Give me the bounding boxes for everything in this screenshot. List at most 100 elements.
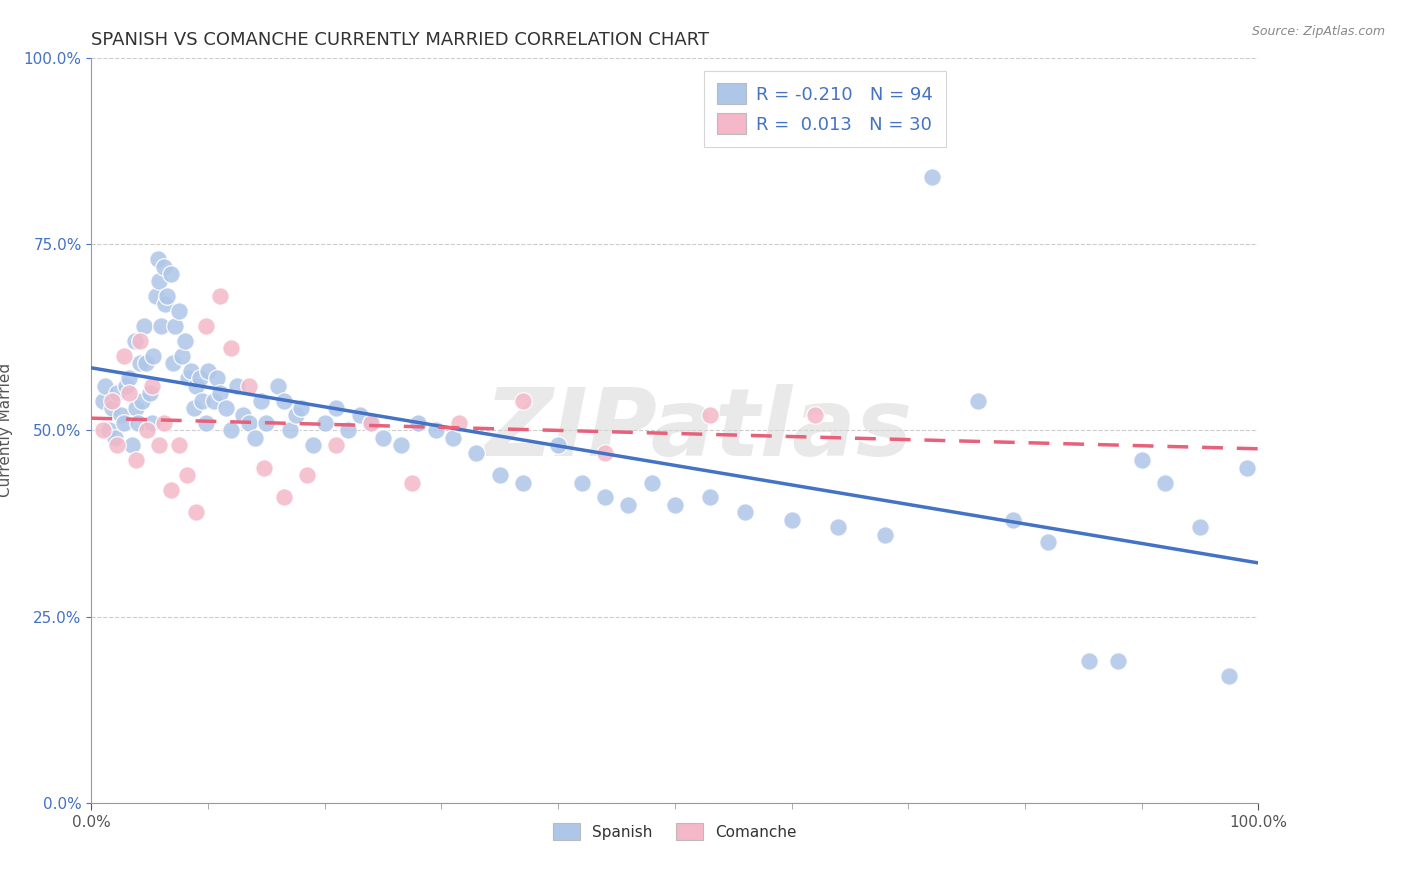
Point: [238, 416, 260, 430]
Point: [125, 401, 148, 415]
Point: [91, 423, 114, 437]
Point: [159, 483, 181, 497]
Point: [118, 371, 141, 385]
Point: [406, 416, 429, 430]
Point: [699, 409, 721, 423]
Point: [118, 386, 141, 401]
Point: [465, 446, 488, 460]
Point: [337, 423, 360, 437]
Point: [221, 342, 243, 356]
Point: [110, 409, 132, 423]
Point: [176, 468, 198, 483]
Point: [125, 453, 148, 467]
Point: [177, 371, 200, 385]
Point: [290, 401, 312, 415]
Point: [401, 475, 423, 490]
Point: [141, 416, 163, 430]
Point: [238, 378, 260, 392]
Point: [146, 252, 169, 266]
Point: [232, 409, 254, 423]
Point: [165, 319, 187, 334]
Point: [284, 409, 307, 423]
Point: [441, 431, 464, 445]
Point: [129, 334, 152, 348]
Point: [640, 475, 662, 490]
Point: [141, 378, 163, 392]
Point: [101, 401, 124, 415]
Point: [593, 491, 616, 505]
Point: [112, 349, 135, 363]
Text: ZIPatlas: ZIPatlas: [484, 384, 912, 476]
Point: [115, 378, 138, 392]
Point: [191, 393, 214, 408]
Point: [547, 438, 569, 452]
Point: [148, 274, 170, 288]
Point: [129, 356, 152, 370]
Point: [1078, 654, 1101, 668]
Point: [188, 371, 211, 385]
Point: [512, 393, 534, 408]
Point: [226, 378, 249, 392]
Point: [278, 423, 301, 437]
Point: [249, 393, 271, 408]
Point: [135, 356, 157, 370]
Point: [256, 416, 278, 430]
Point: [131, 393, 153, 408]
Point: [921, 170, 943, 185]
Point: [124, 334, 146, 348]
Point: [371, 431, 394, 445]
Point: [664, 498, 686, 512]
Point: [243, 431, 266, 445]
Point: [389, 438, 412, 452]
Point: [425, 423, 447, 437]
Point: [325, 401, 347, 415]
Point: [1130, 453, 1153, 467]
Point: [253, 460, 276, 475]
Point: [208, 289, 231, 303]
Y-axis label: Currently Married: Currently Married: [0, 363, 13, 498]
Point: [183, 401, 205, 415]
Point: [267, 378, 290, 392]
Point: [152, 416, 174, 430]
Point: [138, 386, 162, 401]
Point: [162, 356, 184, 370]
Point: [1218, 669, 1240, 683]
Point: [150, 319, 173, 334]
Point: [153, 297, 176, 311]
Point: [1107, 654, 1129, 668]
Point: [208, 386, 231, 401]
Point: [512, 475, 534, 490]
Point: [186, 505, 208, 519]
Point: [699, 491, 721, 505]
Point: [202, 393, 225, 408]
Legend: Spanish, Comanche: Spanish, Comanche: [543, 812, 807, 851]
Point: [194, 416, 217, 430]
Point: [145, 289, 167, 303]
Point: [360, 416, 382, 430]
Point: [214, 401, 236, 415]
Point: [1038, 535, 1060, 549]
Point: [593, 446, 616, 460]
Point: [142, 349, 165, 363]
Point: [97, 423, 120, 437]
Point: [325, 438, 347, 452]
Point: [121, 438, 143, 452]
Point: [827, 520, 849, 534]
Point: [967, 393, 990, 408]
Point: [571, 475, 593, 490]
Point: [156, 289, 179, 303]
Point: [197, 364, 219, 378]
Point: [221, 423, 243, 437]
Point: [447, 416, 470, 430]
Text: Source: ZipAtlas.com: Source: ZipAtlas.com: [1251, 25, 1385, 38]
Point: [804, 409, 827, 423]
Point: [297, 468, 319, 483]
Point: [207, 371, 229, 385]
Point: [873, 527, 896, 541]
Point: [105, 438, 128, 452]
Point: [172, 349, 194, 363]
Point: [105, 386, 128, 401]
Point: [617, 498, 640, 512]
Point: [94, 378, 117, 392]
Point: [112, 416, 135, 430]
